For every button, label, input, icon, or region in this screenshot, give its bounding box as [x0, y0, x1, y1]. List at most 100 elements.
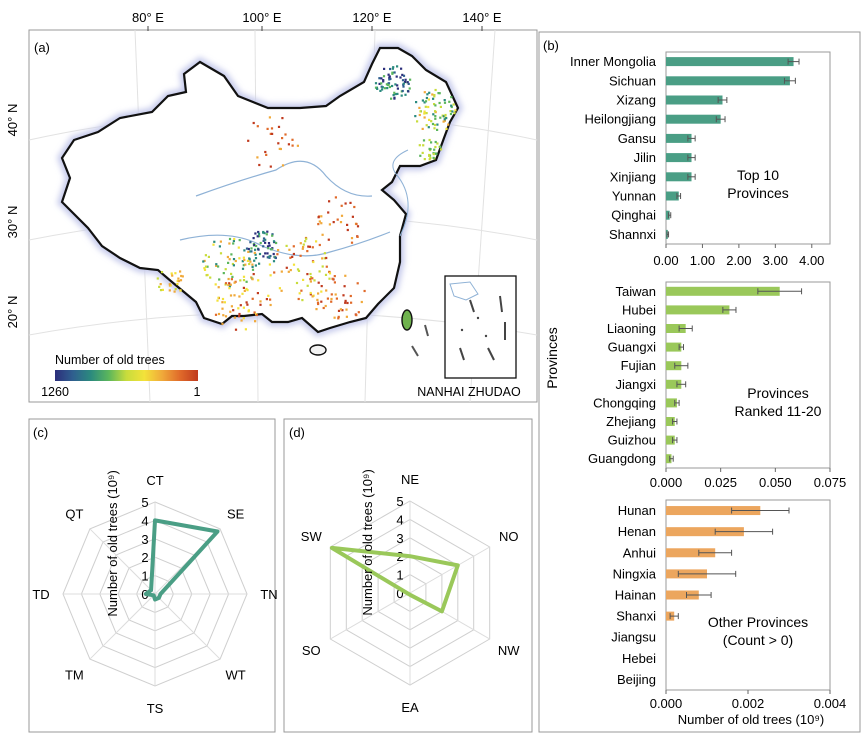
density-dot — [324, 273, 328, 276]
density-dot — [323, 257, 326, 260]
density-dot — [434, 115, 437, 118]
density-dot — [388, 75, 391, 78]
density-dot — [253, 311, 256, 314]
density-dot — [169, 284, 172, 287]
density-dot — [297, 269, 301, 272]
bar-category-label: Guizhou — [608, 433, 656, 448]
density-dot — [333, 281, 336, 284]
density-dot — [320, 222, 323, 225]
density-dot — [332, 221, 335, 224]
density-dot — [434, 140, 437, 144]
density-dot — [265, 298, 268, 301]
radar-category-label: TD — [32, 587, 49, 602]
density-dot — [242, 306, 245, 309]
density-dot — [254, 320, 257, 323]
density-dot — [251, 265, 254, 268]
density-dot — [356, 282, 359, 285]
density-dot — [259, 303, 262, 306]
panel-label-c: (c) — [33, 425, 48, 440]
density-dot — [395, 75, 398, 78]
density-dot — [383, 67, 386, 70]
bar — [666, 95, 723, 105]
density-dot — [427, 105, 430, 109]
density-dot — [257, 232, 261, 235]
density-dot — [328, 270, 331, 274]
density-dot — [433, 103, 436, 106]
density-dot — [219, 252, 223, 255]
density-dot — [256, 292, 259, 295]
bar-axes-frame — [665, 281, 831, 469]
density-dot — [423, 158, 426, 161]
density-dot — [357, 311, 360, 314]
density-dot — [241, 260, 244, 263]
density-dot — [428, 158, 431, 161]
bar-xtick-label: 3.00 — [763, 253, 788, 268]
density-dot — [292, 263, 296, 266]
density-dot — [180, 274, 183, 278]
density-dot — [443, 118, 446, 121]
density-dot — [276, 253, 279, 256]
density-dot — [243, 258, 246, 262]
density-dot — [216, 299, 219, 302]
density-dot — [269, 165, 272, 168]
density-dot — [306, 284, 309, 287]
density-dot — [230, 278, 233, 281]
density-dot — [391, 84, 394, 88]
density-dot — [280, 289, 283, 292]
density-dot — [203, 259, 206, 262]
density-dot — [436, 123, 439, 126]
density-dot — [247, 309, 250, 312]
density-dot — [443, 99, 446, 102]
density-dot — [309, 291, 312, 295]
lon-tick-100: 100° E — [242, 10, 282, 25]
bar-xtick-label: 0.004 — [814, 696, 847, 711]
density-dot — [443, 119, 446, 122]
density-dot — [278, 287, 281, 290]
density-dot — [302, 246, 305, 249]
density-dot — [323, 252, 326, 255]
density-dot — [289, 256, 292, 259]
panel-label-b: (b) — [543, 38, 559, 53]
density-dot — [448, 100, 451, 103]
density-dot — [317, 223, 320, 226]
density-dot — [271, 132, 274, 135]
density-dot — [274, 256, 277, 260]
density-dot — [241, 267, 245, 270]
radar-category-label: SE — [227, 506, 245, 521]
density-dot — [247, 250, 250, 253]
density-dot — [432, 153, 435, 156]
density-dot — [431, 122, 435, 126]
bar — [666, 527, 744, 537]
bar-category-label: Hainan — [615, 588, 656, 603]
density-dot — [327, 211, 330, 214]
density-dot — [339, 221, 343, 224]
density-dot — [224, 283, 227, 286]
bar-category-label: Yunnan — [612, 189, 656, 204]
bar-category-label: Anhui — [623, 545, 656, 560]
density-dot — [428, 154, 431, 157]
density-dot — [229, 283, 232, 286]
density-dot — [240, 319, 243, 322]
bar — [666, 379, 682, 389]
density-dot — [228, 282, 231, 285]
density-dot — [248, 262, 251, 266]
bar-xtick-label: 0.000 — [650, 696, 683, 711]
density-dot — [218, 245, 221, 248]
density-dot — [450, 96, 453, 99]
density-dot — [237, 307, 240, 310]
density-dot — [382, 80, 385, 83]
bar — [666, 133, 692, 143]
density-dot — [281, 164, 285, 167]
density-dot — [227, 283, 230, 287]
density-dot — [224, 268, 227, 271]
density-dot — [409, 78, 412, 81]
density-dot — [330, 297, 333, 301]
density-dot — [228, 258, 231, 261]
density-dot — [295, 281, 299, 285]
radar-category-label: QT — [65, 506, 83, 521]
density-dot — [423, 112, 426, 115]
density-dot — [254, 253, 257, 256]
